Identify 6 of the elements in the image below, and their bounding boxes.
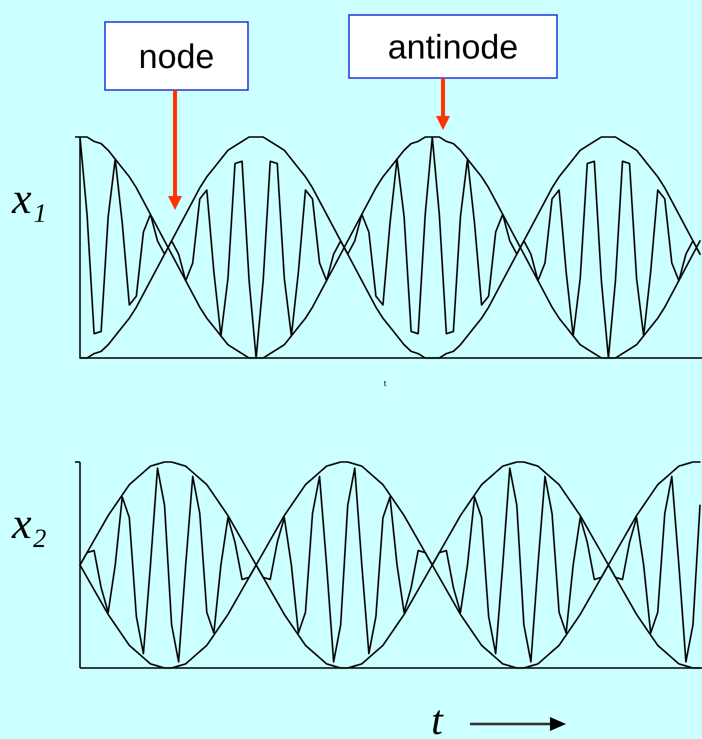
text: antinode — [388, 28, 518, 66]
y-axis-title: x₂ — [11, 499, 47, 548]
y-axis-title: x₁ — [11, 174, 47, 223]
text: node — [138, 38, 214, 76]
x-axis-title: t — [431, 698, 444, 739]
x-axis-title: t — [384, 379, 387, 388]
